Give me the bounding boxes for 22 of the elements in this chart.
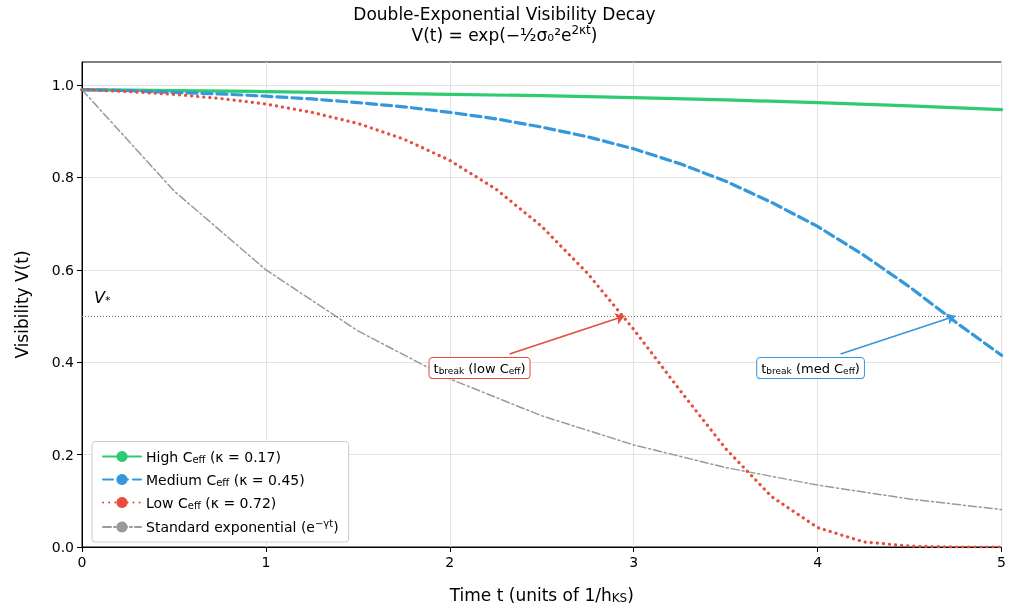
annotation: tbreak (low Ceff) (433, 360, 526, 376)
x-tick-label: 0 (77, 554, 87, 570)
y-axis-title: Visibility V(t) (11, 250, 32, 359)
legend-label: Medium Ceff (κ = 0.45) (146, 471, 305, 488)
x-tick-label: 4 (813, 554, 823, 570)
y-tick-label: 1.0 (51, 77, 74, 94)
x-axis-title: Time t (units of 1/hKS) (448, 584, 634, 605)
y-tick-label: 0.4 (51, 354, 75, 371)
x-tick-label: 1 (261, 554, 271, 570)
line-series (80, 88, 1004, 357)
x-tick-label: 5 (997, 554, 1007, 570)
y-tick-label: 0.2 (51, 446, 74, 463)
legend-label: Low Ceff (κ = 0.72) (146, 494, 277, 511)
x-tick-label: 3 (629, 554, 639, 570)
y-tick-label: 0.8 (51, 169, 74, 186)
ref-line-label: V* (94, 288, 111, 308)
x-tick-label: 2 (445, 554, 455, 570)
chart-title: Double-Exponential Visibility Decay (353, 3, 656, 24)
y-tick-label: 0.0 (51, 539, 74, 555)
annotation: tbreak (med Ceff) (761, 360, 860, 376)
y-tick-label: 0.6 (51, 261, 75, 278)
legend-label: High Ceff (κ = 0.17) (146, 448, 281, 465)
